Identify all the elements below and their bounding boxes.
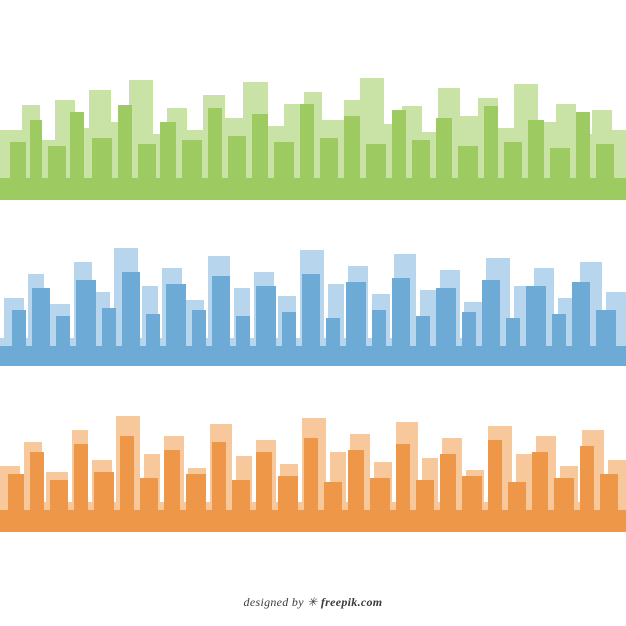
building-segment bbox=[56, 316, 70, 366]
orange-skyline-layer-1 bbox=[0, 402, 626, 532]
building-segment bbox=[212, 276, 230, 366]
building-segment bbox=[164, 450, 180, 532]
building-segment bbox=[580, 446, 594, 532]
building-segment bbox=[370, 478, 390, 532]
building-segment bbox=[278, 476, 298, 532]
attribution-site: freepik.com bbox=[321, 595, 383, 609]
building-segment bbox=[506, 318, 520, 366]
building-segment bbox=[160, 122, 176, 200]
building-segment bbox=[236, 316, 250, 366]
skylines-container bbox=[0, 70, 626, 568]
building-segment bbox=[208, 108, 222, 200]
building-segment bbox=[326, 318, 340, 366]
building-segment bbox=[416, 480, 434, 532]
attribution-prefix: designed by bbox=[244, 595, 308, 609]
building-segment bbox=[576, 112, 590, 200]
building-segment bbox=[12, 310, 26, 366]
building-segment bbox=[396, 444, 410, 532]
building-segment bbox=[320, 138, 338, 200]
building-segment bbox=[32, 288, 50, 366]
building-segment bbox=[50, 480, 68, 532]
building-segment bbox=[92, 138, 112, 200]
building-segment bbox=[600, 474, 618, 532]
attribution-line: designed by ✳ freepik.com bbox=[0, 595, 626, 610]
building-segment bbox=[10, 142, 26, 200]
building-segment bbox=[416, 316, 430, 366]
building-segment bbox=[212, 442, 226, 532]
building-segment bbox=[366, 144, 386, 200]
green-skyline bbox=[0, 70, 626, 200]
building-segment bbox=[232, 480, 250, 532]
building-segment bbox=[482, 280, 500, 366]
building-segment bbox=[30, 120, 42, 200]
building-segment bbox=[436, 118, 452, 200]
building-segment bbox=[140, 478, 158, 532]
building-segment bbox=[256, 286, 276, 366]
freepik-logo-icon: ✳ bbox=[307, 595, 317, 609]
building-segment bbox=[412, 140, 430, 200]
building-segment bbox=[252, 114, 268, 200]
building-segment bbox=[596, 144, 614, 200]
building-segment bbox=[186, 474, 206, 532]
blue-skyline-layer-1 bbox=[0, 236, 626, 366]
building-segment bbox=[304, 438, 318, 532]
building-segment bbox=[550, 148, 570, 200]
building-segment bbox=[458, 146, 478, 200]
building-segment bbox=[94, 472, 114, 532]
building-segment bbox=[302, 274, 320, 366]
building-segment bbox=[30, 452, 44, 532]
building-segment bbox=[552, 314, 566, 366]
building-segment bbox=[102, 308, 116, 366]
building-segment bbox=[120, 436, 134, 532]
building-segment bbox=[118, 105, 132, 200]
building-segment bbox=[372, 310, 386, 366]
building-segment bbox=[488, 440, 502, 532]
building-segment bbox=[508, 482, 526, 532]
orange-skyline bbox=[0, 402, 626, 532]
building-segment bbox=[274, 142, 294, 200]
building-segment bbox=[532, 452, 548, 532]
building-segment bbox=[300, 104, 314, 200]
building-segment bbox=[436, 288, 456, 366]
building-segment bbox=[392, 278, 410, 366]
building-segment bbox=[528, 120, 544, 200]
building-segment bbox=[344, 116, 360, 200]
blue-skyline bbox=[0, 236, 626, 366]
building-segment bbox=[282, 312, 296, 366]
building-segment bbox=[324, 482, 342, 532]
building-segment bbox=[182, 140, 202, 200]
building-segment bbox=[572, 282, 590, 366]
building-segment bbox=[504, 142, 522, 200]
building-segment bbox=[484, 106, 498, 200]
building-segment bbox=[122, 272, 140, 366]
building-segment bbox=[8, 474, 24, 532]
building-segment bbox=[440, 454, 456, 532]
building-segment bbox=[392, 110, 406, 200]
building-segment bbox=[76, 280, 96, 366]
building-segment bbox=[462, 476, 482, 532]
building-segment bbox=[146, 314, 160, 366]
building-segment bbox=[166, 284, 186, 366]
building-segment bbox=[70, 112, 84, 200]
building-segment bbox=[74, 444, 88, 532]
building-segment bbox=[192, 310, 206, 366]
building-segment bbox=[346, 282, 366, 366]
building-segment bbox=[48, 146, 66, 200]
building-segment bbox=[348, 450, 364, 532]
building-segment bbox=[228, 136, 246, 200]
building-segment bbox=[138, 144, 156, 200]
building-segment bbox=[256, 452, 272, 532]
building-segment bbox=[462, 312, 476, 366]
building-segment bbox=[596, 310, 616, 366]
building-segment bbox=[526, 286, 546, 366]
green-skyline-layer-1 bbox=[0, 70, 626, 200]
building-segment bbox=[554, 478, 574, 532]
